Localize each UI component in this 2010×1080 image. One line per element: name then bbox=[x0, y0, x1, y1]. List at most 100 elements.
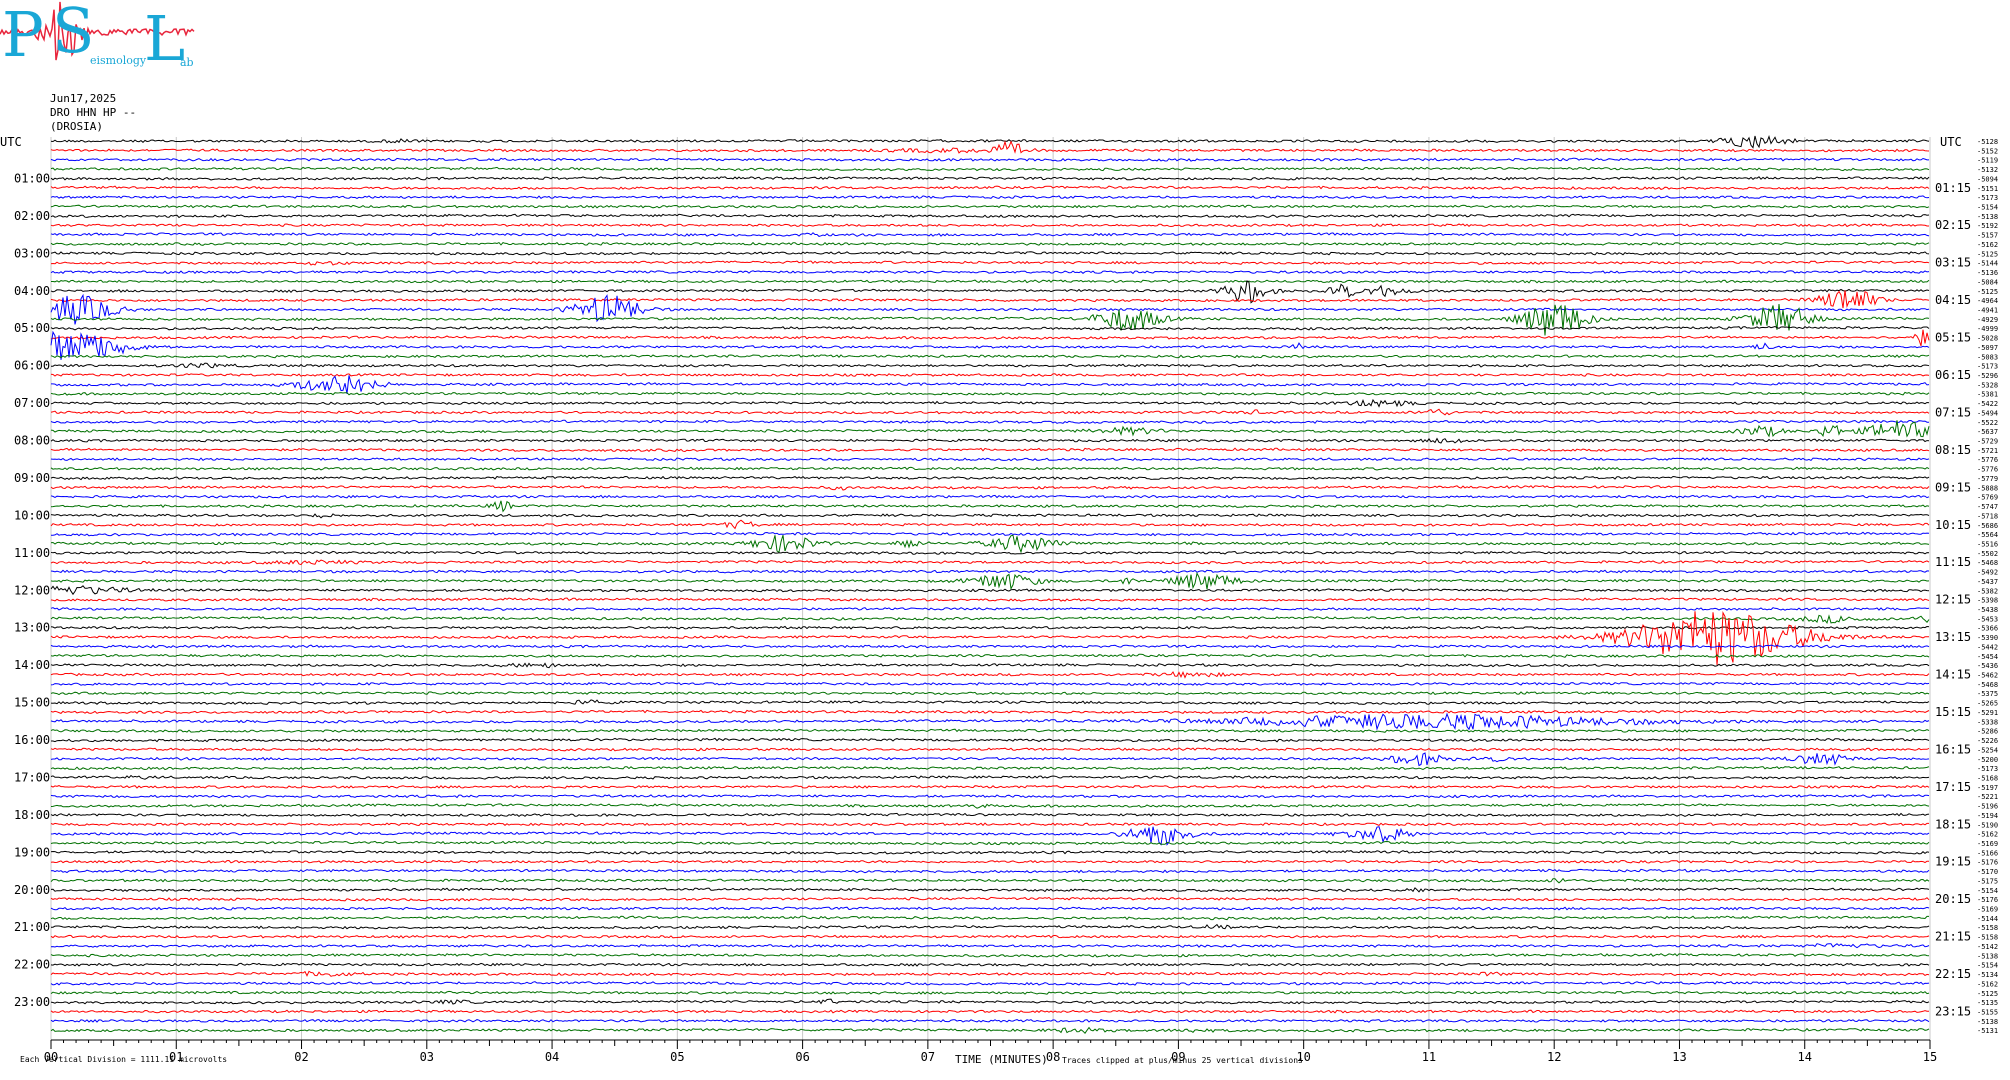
right-hour-label: 02:15 bbox=[1935, 218, 1971, 232]
offset-label: -5721 bbox=[1977, 447, 1998, 455]
offset-label: -5152 bbox=[1977, 147, 1998, 155]
offset-label: -5779 bbox=[1977, 475, 1998, 483]
x-tick-label: 04 bbox=[545, 1050, 559, 1064]
trace-51 bbox=[50, 614, 1930, 625]
trace-48 bbox=[50, 585, 1930, 596]
left-hour-label: 06:00 bbox=[14, 359, 50, 373]
trace-42 bbox=[50, 531, 1930, 537]
right-hour-label: 11:15 bbox=[1935, 555, 1971, 569]
trace-36 bbox=[50, 475, 1930, 481]
offset-label: -5097 bbox=[1977, 344, 1998, 352]
offset-label: -5196 bbox=[1977, 803, 1998, 811]
left-hour-label: 19:00 bbox=[14, 845, 50, 859]
trace-27 bbox=[50, 391, 1930, 396]
trace-72 bbox=[50, 812, 1930, 818]
trace-39 bbox=[50, 500, 1930, 513]
left-hour-label: 17:00 bbox=[14, 770, 50, 784]
x-tick-label: 08 bbox=[1046, 1050, 1060, 1064]
trace-75 bbox=[50, 840, 1930, 846]
trace-4 bbox=[50, 176, 1930, 181]
offset-label: -5718 bbox=[1977, 512, 1998, 520]
logo-letter-p: P bbox=[2, 0, 44, 71]
offset-label: -5158 bbox=[1977, 924, 1998, 932]
logo-letter-s: S bbox=[52, 0, 95, 67]
offset-label: -5084 bbox=[1977, 278, 1998, 286]
trace-28 bbox=[50, 398, 1930, 408]
offset-label: -5125 bbox=[1977, 288, 1998, 296]
right-hour-label: 10:15 bbox=[1935, 518, 1971, 532]
offset-label: -5338 bbox=[1977, 718, 1998, 726]
trace-61 bbox=[50, 709, 1930, 714]
trace-74 bbox=[50, 826, 1930, 846]
offset-label: -5564 bbox=[1977, 531, 1998, 539]
offset-label: -5136 bbox=[1977, 269, 1998, 277]
offset-label: -5169 bbox=[1977, 840, 1998, 848]
trace-34 bbox=[50, 457, 1930, 462]
trace-47 bbox=[50, 571, 1930, 591]
clip-note: Traces clipped at plus/minus 25 vertical… bbox=[1062, 1056, 1303, 1065]
offset-label: -5492 bbox=[1977, 569, 1998, 577]
trace-33 bbox=[50, 447, 1930, 453]
trace-68 bbox=[50, 774, 1930, 780]
right-hour-label: 15:15 bbox=[1935, 705, 1971, 719]
offset-label: -5381 bbox=[1977, 391, 1998, 399]
trace-93 bbox=[50, 1009, 1929, 1014]
offset-label: -5468 bbox=[1977, 559, 1998, 567]
offset-label: -5375 bbox=[1977, 690, 1998, 698]
x-tick-label: 15 bbox=[1923, 1050, 1937, 1064]
offset-label: -5131 bbox=[1977, 1027, 1998, 1035]
offset-label: -5522 bbox=[1977, 419, 1998, 427]
trace-44 bbox=[50, 550, 1930, 555]
offset-label: -5135 bbox=[1977, 999, 1998, 1007]
left-hour-label: 09:00 bbox=[14, 471, 50, 485]
header-date: Jun17,2025 bbox=[50, 92, 117, 105]
offset-label: -5119 bbox=[1977, 157, 1998, 165]
trace-95 bbox=[50, 1026, 1930, 1034]
offset-label: -5173 bbox=[1977, 765, 1998, 773]
offset-label: -5170 bbox=[1977, 868, 1998, 876]
x-tick-label: 11 bbox=[1422, 1050, 1436, 1064]
right-offset-labels: -5128-5152-5119-5132-5094-5151-5173-5154… bbox=[1977, 138, 1998, 1035]
psl-logo: P S L eismology ab bbox=[0, 0, 200, 70]
offset-label: -5162 bbox=[1977, 241, 1998, 249]
offset-label: -5194 bbox=[1977, 812, 1998, 820]
right-hour-label: 09:15 bbox=[1935, 480, 1971, 494]
trace-21 bbox=[50, 329, 1930, 347]
trace-81 bbox=[50, 896, 1930, 902]
offset-label: -5382 bbox=[1977, 587, 1998, 595]
offset-label: -5422 bbox=[1977, 400, 1998, 408]
x-tick-label: 00 bbox=[44, 1050, 58, 1064]
x-tick-label: 12 bbox=[1547, 1050, 1561, 1064]
offset-label: -5176 bbox=[1977, 859, 1998, 867]
offset-label: -4964 bbox=[1977, 297, 1998, 305]
offset-label: -5154 bbox=[1977, 962, 1998, 970]
trace-91 bbox=[50, 990, 1930, 995]
right-hour-label: 17:15 bbox=[1935, 780, 1971, 794]
offset-label: -5442 bbox=[1977, 643, 1998, 651]
offset-label: -5138 bbox=[1977, 952, 1998, 960]
offset-label: -5221 bbox=[1977, 793, 1998, 801]
trace-50 bbox=[50, 607, 1930, 611]
offset-label: -5094 bbox=[1977, 175, 1998, 183]
trace-31 bbox=[50, 420, 1930, 438]
offset-label: -5144 bbox=[1977, 915, 1998, 923]
offset-label: -5190 bbox=[1977, 821, 1998, 829]
trace-1 bbox=[50, 140, 1930, 154]
trace-15 bbox=[51, 279, 1930, 284]
trace-8 bbox=[50, 213, 1930, 219]
x-tick-label: 13 bbox=[1672, 1050, 1686, 1064]
trace-59 bbox=[50, 691, 1930, 696]
offset-label: -5132 bbox=[1977, 166, 1998, 174]
right-utc-label: UTC bbox=[1940, 135, 1962, 149]
offset-label: -5028 bbox=[1977, 335, 1998, 343]
trace-80 bbox=[50, 887, 1930, 893]
trace-22 bbox=[50, 330, 1930, 360]
offset-label: -5637 bbox=[1977, 428, 1998, 436]
trace-13 bbox=[50, 260, 1930, 266]
offset-label: -5454 bbox=[1977, 653, 1998, 661]
offset-label: -5162 bbox=[1977, 831, 1998, 839]
logo-letter-l: L bbox=[144, 2, 186, 75]
offset-label: -5142 bbox=[1977, 943, 1998, 951]
offset-label: -5747 bbox=[1977, 503, 1998, 511]
trace-40 bbox=[50, 513, 1930, 519]
